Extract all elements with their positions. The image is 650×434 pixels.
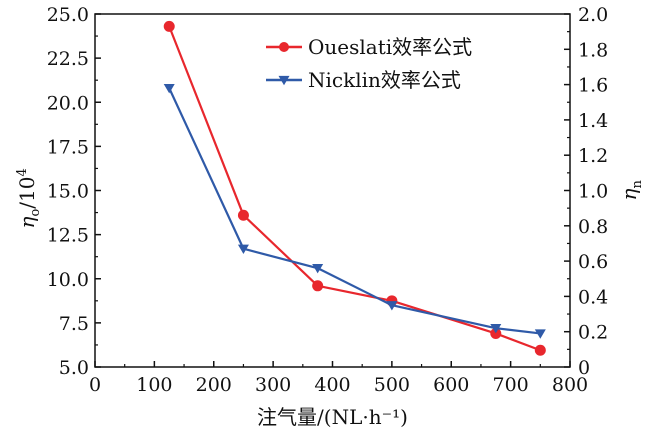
legend-marker-oueslati bbox=[279, 42, 289, 52]
plot-frame bbox=[94, 13, 571, 368]
y-left-tick-label: 5.0 bbox=[59, 357, 89, 379]
y-right-sub: n bbox=[630, 180, 645, 189]
y-right-tick-label: 0.4 bbox=[578, 286, 608, 308]
data-point-1 bbox=[534, 329, 546, 339]
y-right-tick-label: 1.4 bbox=[578, 110, 608, 132]
y-axis-title-right: ηn bbox=[617, 180, 645, 201]
ticks-layer: 0 100 200 300 400 500 600 700 800 5.0 7.5 10.0 12.5 1… bbox=[47, 4, 609, 396]
y-left-tick-label: 15.0 bbox=[47, 181, 89, 203]
y-left-tick-label: 17.5 bbox=[47, 136, 89, 158]
data-point-0 bbox=[312, 280, 324, 292]
x-tick-label: 0 bbox=[89, 374, 101, 396]
y-right-tick-label: 0.8 bbox=[578, 216, 608, 238]
legend-label-oueslati: Oueslati效率公式 bbox=[308, 35, 472, 59]
legend-label-nicklin: Nicklin效率公式 bbox=[308, 68, 461, 92]
y-right-tick-label: 1.2 bbox=[578, 145, 608, 167]
x-tick-label: 100 bbox=[136, 374, 172, 396]
legend-marker-nicklin bbox=[278, 75, 290, 86]
y-left-tick-label: 22.5 bbox=[47, 48, 89, 70]
y-left-tick-label: 10.0 bbox=[47, 269, 89, 291]
data-point-0 bbox=[490, 327, 502, 339]
y-right-eta: η bbox=[617, 189, 641, 201]
x-tick-label: 600 bbox=[433, 374, 469, 396]
y-right-tick-label: 1.8 bbox=[578, 39, 608, 61]
data-point-0 bbox=[237, 209, 249, 221]
y-axis-title-left: ηo/104 bbox=[15, 168, 43, 228]
y-left-eta: η bbox=[15, 217, 39, 229]
x-tick-label: 800 bbox=[552, 374, 588, 396]
data-point-0 bbox=[534, 344, 546, 356]
x-tick-label: 700 bbox=[492, 374, 528, 396]
y-right-tick-label: 0 bbox=[578, 357, 590, 379]
legend-entry-nicklin: Nicklin效率公式 bbox=[266, 68, 461, 92]
y-left-sup: 4 bbox=[15, 168, 30, 176]
y-left-tick-label: 20.0 bbox=[47, 92, 89, 114]
y-right-tick-label: 0.2 bbox=[578, 322, 608, 344]
y-left-tick-label: 7.5 bbox=[59, 313, 89, 335]
x-tick-label: 300 bbox=[255, 374, 291, 396]
data-point-1 bbox=[163, 84, 175, 94]
data-point-0 bbox=[163, 20, 175, 32]
y-right-tick-label: 0.6 bbox=[578, 251, 608, 273]
y-right-tick-label: 1.0 bbox=[578, 181, 608, 203]
data-point-1 bbox=[386, 301, 398, 311]
x-tick-label: 200 bbox=[196, 374, 232, 396]
data-point-1 bbox=[237, 244, 249, 254]
y-right-tick-label: 1.6 bbox=[578, 75, 608, 97]
y-left-tick-label: 12.5 bbox=[47, 225, 89, 247]
y-left-tick-label: 25.0 bbox=[47, 4, 89, 26]
x-axis-title: 注气量/(NL·h⁻¹) bbox=[257, 405, 408, 429]
x-tick-label: 500 bbox=[374, 374, 410, 396]
y-right-tick-label: 2.0 bbox=[578, 4, 608, 26]
data-point-1 bbox=[312, 264, 324, 274]
series-layer bbox=[163, 20, 546, 356]
y-left-sub: o bbox=[28, 209, 43, 217]
legend-entry-oueslati: Oueslati效率公式 bbox=[266, 35, 472, 59]
data-point-1 bbox=[490, 324, 502, 334]
series-line-0 bbox=[168, 25, 541, 352]
y-left-suffix: /10 bbox=[15, 177, 39, 209]
series-line-1 bbox=[168, 87, 541, 335]
legend: Oueslati效率公式 Nicklin效率公式 bbox=[266, 35, 472, 92]
x-tick-label: 400 bbox=[314, 374, 350, 396]
